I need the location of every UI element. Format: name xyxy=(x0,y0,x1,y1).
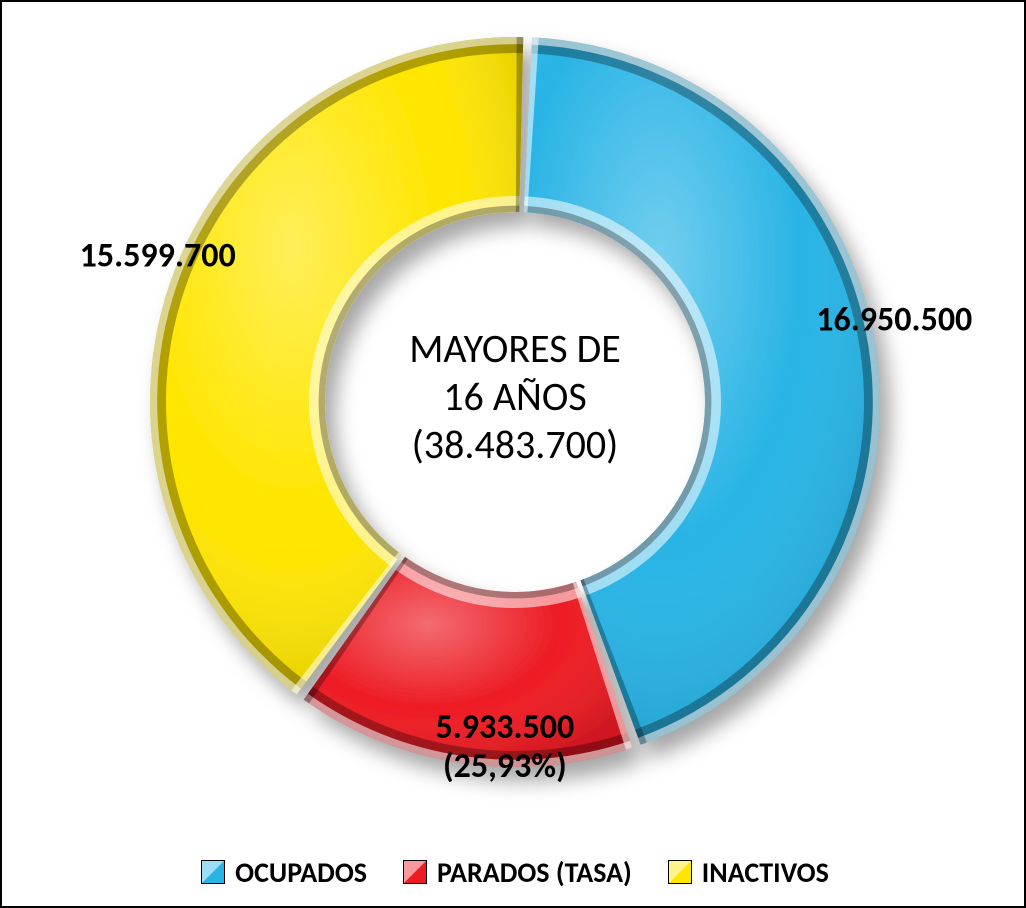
legend-item-inactivos: INACTIVOS xyxy=(668,855,829,890)
data-label-parados: 5.933.500(25,93%) xyxy=(435,707,574,785)
chart-frame: MAYORES DE16 AÑOS(38.483.700) 16.950.500… xyxy=(0,0,1026,908)
center-title: MAYORES DE16 AÑOS(38.483.700) xyxy=(409,325,621,469)
legend-item-parados: PARADOS (TASA) xyxy=(403,855,632,890)
legend-item-ocupados: OCUPADOS xyxy=(201,855,367,890)
legend: OCUPADOS PARADOS (TASA) INACTIVOS xyxy=(2,855,1026,893)
legend-swatch-inactivos xyxy=(668,860,692,884)
data-label-inactivos: 15.599.700 xyxy=(80,237,236,276)
legend-swatch-ocupados xyxy=(201,860,225,884)
donut-chart: MAYORES DE16 AÑOS(38.483.700) 16.950.500… xyxy=(2,2,1026,842)
legend-label-inactivos: INACTIVOS xyxy=(702,855,829,890)
legend-label-ocupados: OCUPADOS xyxy=(235,855,367,890)
data-label-ocupados: 16.950.500 xyxy=(816,300,972,339)
legend-label-parados: PARADOS (TASA) xyxy=(437,855,632,890)
legend-swatch-parados xyxy=(403,860,427,884)
